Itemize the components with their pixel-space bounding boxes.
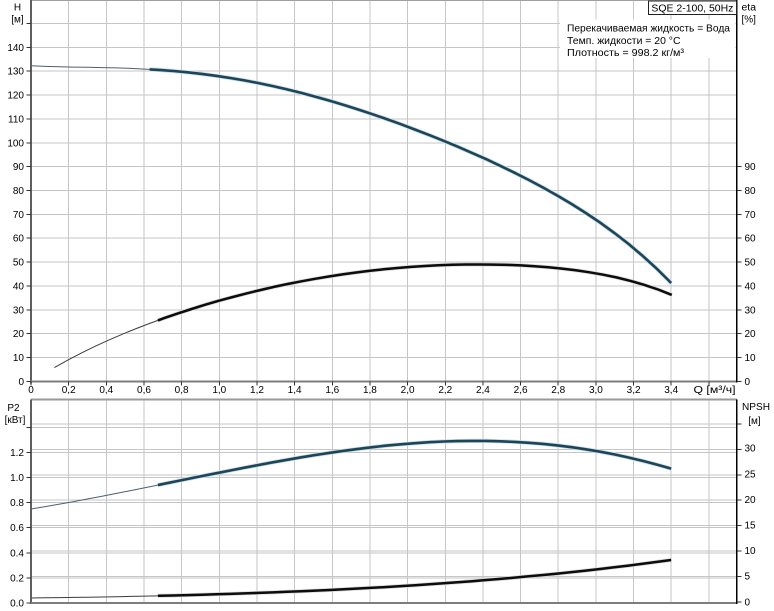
svg-text:H: H — [14, 3, 21, 14]
svg-text:[м]: [м] — [748, 416, 761, 427]
svg-text:2,0: 2,0 — [401, 385, 415, 396]
svg-text:70: 70 — [13, 210, 25, 221]
svg-text:1,4: 1,4 — [288, 385, 302, 396]
svg-text:2,4: 2,4 — [476, 385, 490, 396]
svg-text:0: 0 — [18, 377, 24, 388]
svg-text:0,6: 0,6 — [137, 385, 151, 396]
svg-text:0: 0 — [28, 385, 34, 396]
svg-text:0.0: 0.0 — [10, 599, 24, 610]
svg-text:20: 20 — [745, 329, 757, 340]
svg-text:80: 80 — [745, 186, 757, 197]
svg-text:1.2: 1.2 — [10, 448, 24, 459]
svg-text:2,2: 2,2 — [438, 385, 452, 396]
svg-text:0: 0 — [745, 597, 751, 608]
svg-text:P2: P2 — [7, 403, 20, 414]
svg-text:0: 0 — [745, 377, 751, 388]
svg-text:50: 50 — [745, 258, 757, 269]
svg-text:Перекачиваемая жидкость = Вода: Перекачиваемая жидкость = Вода — [567, 24, 730, 35]
svg-text:30: 30 — [745, 444, 757, 455]
svg-text:eta: eta — [742, 3, 757, 14]
svg-text:15: 15 — [745, 521, 757, 532]
svg-text:40: 40 — [13, 282, 25, 293]
svg-text:1,8: 1,8 — [363, 385, 377, 396]
svg-text:0,8: 0,8 — [175, 385, 189, 396]
svg-text:Темп. жидкости = 20 °C: Темп. жидкости = 20 °C — [567, 36, 681, 47]
svg-text:1,6: 1,6 — [325, 385, 339, 396]
svg-text:90: 90 — [745, 162, 757, 173]
svg-text:0.8: 0.8 — [10, 498, 24, 509]
svg-text:30: 30 — [745, 305, 757, 316]
svg-text:20: 20 — [13, 329, 25, 340]
svg-text:0.2: 0.2 — [10, 573, 24, 584]
svg-text:110: 110 — [8, 114, 24, 125]
svg-text:60: 60 — [13, 234, 25, 245]
svg-text:[м]: [м] — [11, 15, 24, 26]
svg-text:5: 5 — [745, 572, 751, 583]
svg-text:NPSH: NPSH — [742, 402, 770, 413]
svg-text:60: 60 — [745, 234, 757, 245]
svg-text:70: 70 — [745, 210, 757, 221]
svg-text:[кВт]: [кВт] — [5, 415, 26, 426]
svg-text:3,0: 3,0 — [589, 385, 603, 396]
svg-text:80: 80 — [13, 186, 25, 197]
svg-text:50: 50 — [13, 258, 25, 269]
svg-text:130: 130 — [7, 67, 24, 78]
svg-text:2,6: 2,6 — [514, 385, 528, 396]
svg-text:SQE 2-100, 50Hz: SQE 2-100, 50Hz — [651, 4, 733, 15]
svg-text:120: 120 — [7, 91, 24, 102]
svg-text:1.0: 1.0 — [10, 473, 24, 484]
svg-text:Q [м³/ч]: Q [м³/ч] — [694, 385, 736, 396]
svg-text:0,4: 0,4 — [99, 385, 113, 396]
svg-text:3,4: 3,4 — [664, 385, 678, 396]
svg-text:30: 30 — [13, 305, 25, 316]
svg-text:10: 10 — [13, 353, 25, 364]
svg-text:10: 10 — [745, 546, 757, 557]
svg-text:Плотность = 998.2 кг/м³: Плотность = 998.2 кг/м³ — [567, 48, 685, 59]
svg-text:3,2: 3,2 — [627, 385, 641, 396]
svg-text:100: 100 — [7, 138, 24, 149]
svg-text:10: 10 — [745, 353, 757, 364]
svg-text:1,2: 1,2 — [250, 385, 264, 396]
svg-text:90: 90 — [13, 162, 25, 173]
svg-text:[%]: [%] — [742, 15, 757, 26]
svg-text:40: 40 — [745, 282, 757, 293]
svg-text:0.6: 0.6 — [10, 523, 24, 534]
svg-text:2,8: 2,8 — [551, 385, 565, 396]
svg-text:140: 140 — [7, 43, 24, 54]
svg-text:25: 25 — [745, 469, 757, 480]
svg-text:0.4: 0.4 — [10, 548, 24, 559]
svg-text:0,2: 0,2 — [62, 385, 76, 396]
svg-text:1,0: 1,0 — [212, 385, 226, 396]
svg-text:20: 20 — [745, 495, 757, 506]
